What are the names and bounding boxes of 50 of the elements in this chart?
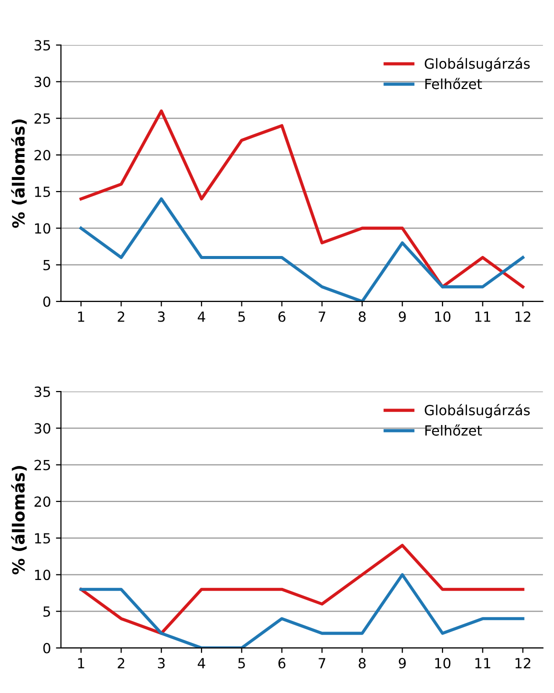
x-tick-label: 7 (318, 658, 326, 668)
legend-label: Globálsugárzás (424, 58, 530, 72)
y-tick-label: 30 (34, 423, 50, 434)
x-tick-label: 3 (158, 658, 165, 668)
y-tick-label: 0 (43, 296, 50, 307)
x-tick-label: 7 (318, 312, 326, 322)
y-tick-label: 15 (35, 533, 50, 544)
x-tick-label: 11 (475, 658, 490, 668)
y-tick-label: 20 (34, 496, 50, 507)
y-tick-label: 5 (43, 606, 50, 617)
y-tick-label: 35 (34, 40, 50, 51)
x-tick-label: 1 (78, 312, 84, 322)
line-series (79, 544, 524, 635)
y-tick-label: 15 (35, 186, 50, 198)
line-series (79, 109, 524, 288)
x-tick-label: 4 (198, 312, 206, 322)
x-tick-label: 10 (435, 311, 450, 322)
x-tick-label: 9 (398, 311, 406, 322)
line-series (79, 573, 524, 648)
x-tick-label: 1 (78, 658, 84, 668)
x-tick-label: 9 (398, 658, 406, 668)
y-tick-label: 10 (35, 223, 50, 234)
x-tick-label: 6 (278, 658, 286, 668)
x-tick-label: 12 (516, 311, 530, 322)
x-tick-label: 2 (118, 658, 124, 668)
x-tick-label: 10 (435, 658, 450, 668)
x-tick-label: 5 (238, 312, 245, 322)
legend-label: Felhőzet (425, 78, 482, 90)
y-tick-label: 25 (34, 460, 50, 470)
x-tick-label: 6 (278, 311, 286, 322)
x-tick-label: 3 (158, 311, 165, 322)
x-tick-label: 8 (358, 311, 366, 322)
legend-label: Globálsugárzás (424, 404, 530, 418)
legend-label: Felhőzet (425, 424, 482, 436)
y-tick-label: 35 (34, 386, 50, 398)
x-tick-label: 12 (516, 658, 530, 668)
y-tick-label: 25 (34, 113, 50, 124)
y-tick-label: 20 (34, 150, 50, 160)
y-tick-label: 10 (35, 570, 50, 580)
y-axis-title: % (állomás) (11, 466, 27, 574)
y-tick-label: 5 (43, 260, 50, 270)
x-tick-label: 2 (118, 311, 124, 322)
y-axis-title: % (állomás) (11, 119, 27, 228)
line-series (79, 197, 524, 302)
x-tick-label: 5 (238, 658, 245, 668)
y-tick-label: 0 (43, 642, 50, 654)
x-tick-label: 4 (198, 658, 206, 668)
x-tick-label: 11 (475, 312, 490, 322)
x-tick-label: 8 (358, 658, 366, 668)
y-tick-label: 30 (34, 76, 50, 88)
